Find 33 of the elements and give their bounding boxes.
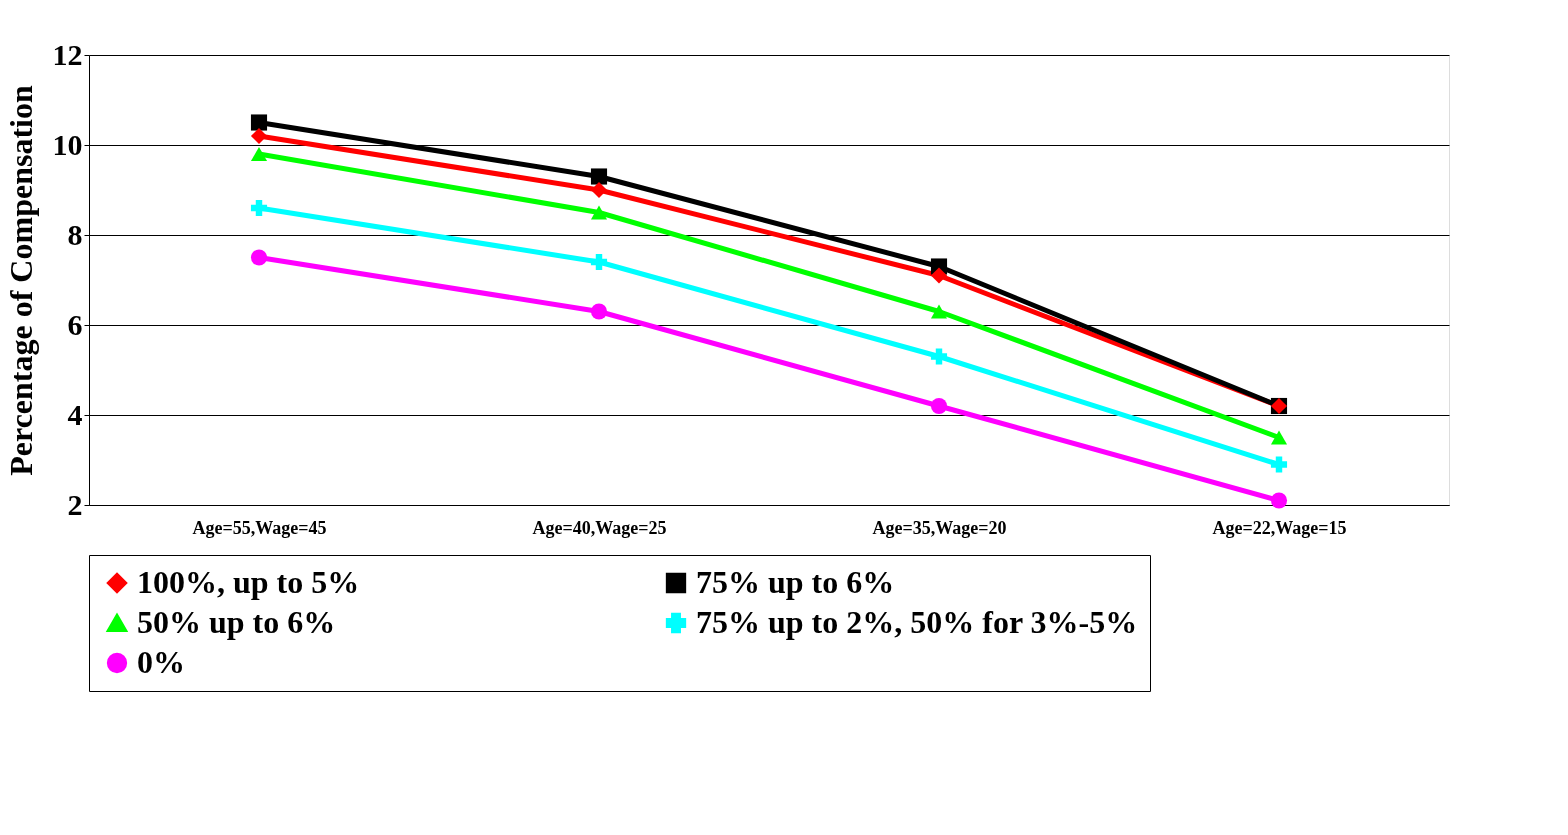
y-axis-title: Percentage of Compensation bbox=[2, 85, 39, 476]
point bbox=[1270, 492, 1288, 509]
point bbox=[250, 249, 268, 266]
legend-label: 50% up to 6% bbox=[137, 604, 336, 640]
x-tick-label: Age=55,Wage=45 bbox=[192, 517, 327, 538]
y-tick-label: 12 bbox=[52, 37, 83, 71]
point bbox=[590, 205, 608, 220]
point bbox=[590, 168, 608, 185]
y-tick-label: 10 bbox=[52, 127, 83, 161]
point bbox=[1270, 456, 1288, 473]
point bbox=[930, 267, 948, 284]
x-tick-label: Age=22,Wage=15 bbox=[1212, 517, 1347, 538]
point bbox=[250, 114, 268, 131]
point bbox=[1270, 430, 1288, 445]
legend-label: 75% up to 6% bbox=[696, 564, 895, 600]
point bbox=[590, 253, 608, 271]
point bbox=[250, 199, 268, 217]
y-tick-label: 6 bbox=[67, 307, 83, 341]
legend-label: 75% up to 2%, 50% for 3%-5% bbox=[696, 604, 1138, 640]
point bbox=[930, 348, 948, 365]
point bbox=[930, 304, 948, 319]
point bbox=[250, 147, 268, 161]
x-tick-label: Age=40,Wage=25 bbox=[532, 517, 667, 538]
legend-label: 0% bbox=[137, 644, 185, 680]
point bbox=[250, 127, 268, 145]
y-tick-label: 8 bbox=[67, 217, 83, 251]
point bbox=[590, 181, 608, 199]
point bbox=[590, 303, 608, 320]
x-tick-label: Age=35,Wage=20 bbox=[872, 517, 1007, 538]
legend-label: 100%, up to 5% bbox=[137, 564, 360, 600]
y-tick-label: 2 bbox=[67, 487, 83, 521]
point bbox=[930, 397, 948, 415]
y-tick-label: 4 bbox=[67, 397, 83, 431]
